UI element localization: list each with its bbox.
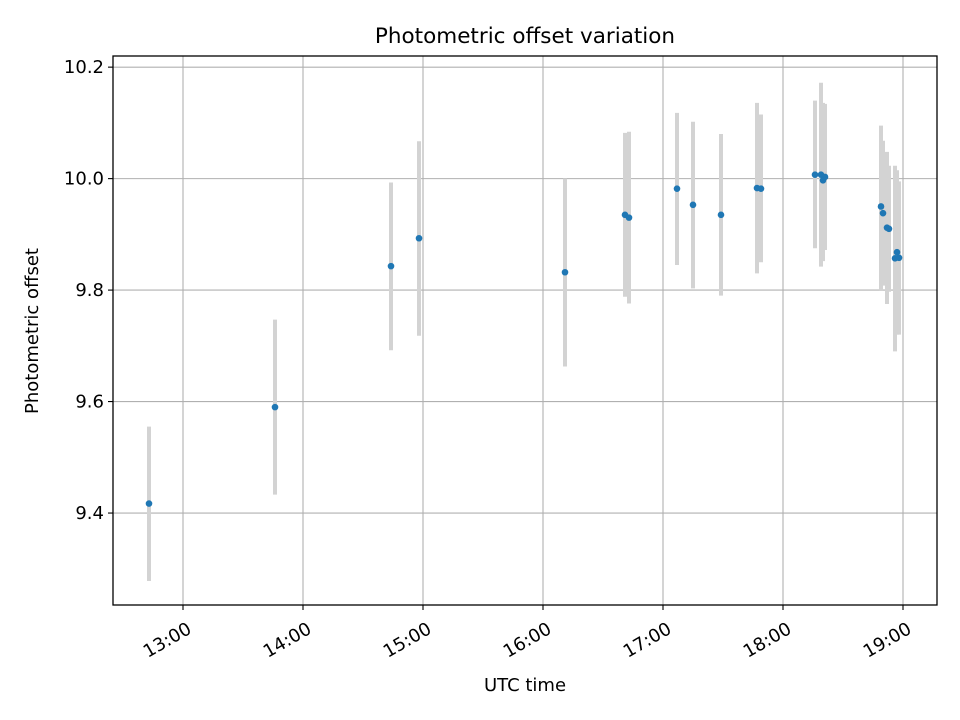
plot-frame: [112, 55, 938, 606]
data-point: [561, 268, 569, 276]
data-point: [625, 214, 633, 221]
chart-title: Photometric offset variation: [375, 24, 675, 49]
data-point: [893, 248, 901, 256]
data-point: [415, 234, 423, 242]
y-tick-label: 10.2: [64, 57, 104, 78]
data-point: [877, 203, 885, 210]
data-point: [387, 262, 395, 270]
data-point: [821, 173, 829, 181]
data-point: [673, 185, 681, 192]
data-point: [879, 209, 887, 217]
y-tick-label: 9.6: [75, 392, 104, 413]
y-tick-label: 10.0: [64, 169, 104, 190]
data-point: [717, 211, 725, 219]
data-point: [885, 225, 893, 233]
data-point: [271, 403, 279, 411]
y-axis-label: Photometric offset: [22, 248, 43, 414]
data-point: [145, 500, 153, 507]
grid: [113, 56, 937, 605]
data-point: [689, 201, 697, 209]
data-point: [811, 171, 819, 179]
data-points: [145, 171, 903, 507]
data-point: [895, 254, 903, 262]
data-point: [757, 185, 765, 192]
y-tick-label: 9.8: [75, 280, 104, 301]
y-axis: 9.4 9.6 9.8 10.0 10.2: [64, 57, 113, 524]
x-axis-label: UTC time: [484, 675, 566, 696]
y-tick-label: 9.4: [75, 503, 104, 524]
